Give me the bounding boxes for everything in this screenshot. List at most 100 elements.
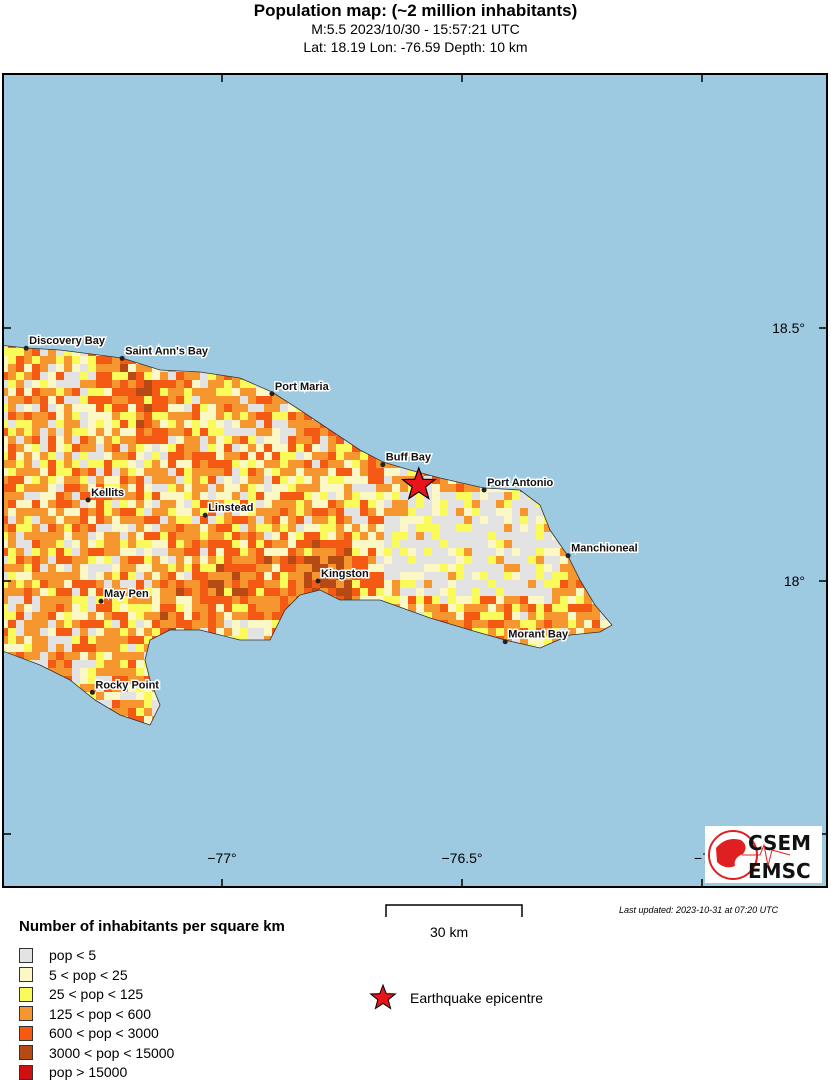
population-cell [112, 708, 120, 716]
population-cell [208, 612, 216, 620]
population-cell [480, 572, 488, 580]
population-cell [576, 620, 584, 628]
population-cell [120, 588, 128, 596]
city-marker [85, 497, 91, 503]
population-cell [528, 524, 536, 532]
population-cell [96, 460, 104, 468]
population-cell [152, 380, 160, 388]
population-cell [256, 564, 264, 572]
lon-tick-label: −77° [207, 850, 236, 866]
population-cell [128, 436, 136, 444]
population-cell [216, 524, 224, 532]
population-cell [528, 612, 536, 620]
population-cell [56, 628, 64, 636]
population-cell [144, 684, 152, 692]
population-cell [504, 524, 512, 532]
population-cell [200, 436, 208, 444]
population-cell [112, 596, 120, 604]
population-cell [104, 492, 112, 500]
population-cell [8, 484, 16, 492]
population-cell [232, 452, 240, 460]
population-cell [32, 564, 40, 572]
population-cell [552, 612, 560, 620]
population-cell [80, 572, 88, 580]
population-cell [208, 572, 216, 580]
population-cell [472, 572, 480, 580]
population-cell [328, 540, 336, 548]
population-cell [520, 492, 528, 500]
population-cell [232, 548, 240, 556]
population-cell [432, 524, 440, 532]
epicentre-legend-label: Earthquake epicentre [410, 990, 544, 1006]
population-cell [280, 452, 288, 460]
population-cell [512, 500, 520, 508]
population-cell [400, 572, 408, 580]
population-cell [208, 628, 216, 636]
population-cell [256, 604, 264, 612]
population-cell [88, 660, 96, 668]
population-cell [96, 492, 104, 500]
population-cell [184, 396, 192, 404]
population-cell [128, 676, 136, 684]
population-cell [464, 492, 472, 500]
population-cell [104, 404, 112, 412]
population-cell [72, 476, 80, 484]
population-cell [568, 620, 576, 628]
population-cell [352, 580, 360, 588]
population-cell [48, 612, 56, 620]
population-cell [232, 532, 240, 540]
population-cell [80, 684, 88, 692]
population-cell [456, 524, 464, 532]
population-cell [96, 572, 104, 580]
population-cell [24, 452, 32, 460]
population-cell [584, 612, 592, 620]
population-cell [392, 556, 400, 564]
population-cell [248, 452, 256, 460]
population-cell [176, 556, 184, 564]
population-cell [264, 580, 272, 588]
population-cell [64, 652, 72, 660]
population-cell [512, 556, 520, 564]
population-cell [264, 620, 272, 628]
population-cell [120, 372, 128, 380]
population-cell [72, 420, 80, 428]
population-cell [496, 556, 504, 564]
population-cell [88, 556, 96, 564]
population-cell [56, 444, 64, 452]
population-cell [488, 548, 496, 556]
population-cell [472, 580, 480, 588]
population-cell [400, 588, 408, 596]
population-cell [296, 428, 304, 436]
event-info: M:5.5 2023/10/30 - 15:57:21 UTC [311, 21, 520, 37]
population-cell [120, 388, 128, 396]
population-cell [144, 676, 152, 684]
population-cell [312, 556, 320, 564]
population-cell [128, 548, 136, 556]
population-cell [8, 500, 16, 508]
population-cell [8, 516, 16, 524]
population-cell [88, 604, 96, 612]
population-cell [144, 572, 152, 580]
population-cell [24, 652, 32, 660]
population-cell [136, 612, 144, 620]
population-cell [128, 532, 136, 540]
population-cell [24, 564, 32, 572]
population-cell [256, 532, 264, 540]
population-cell [144, 372, 152, 380]
population-cell [56, 364, 64, 372]
population-cell [16, 404, 24, 412]
population-cell [328, 588, 336, 596]
population-cell [3, 460, 8, 468]
population-cell [40, 588, 48, 596]
population-cell [192, 604, 200, 612]
population-cell [328, 508, 336, 516]
population-cell [264, 564, 272, 572]
population-cell [176, 564, 184, 572]
population-cell [176, 500, 184, 508]
population-cell [256, 436, 264, 444]
population-cell [216, 484, 224, 492]
population-cell [288, 540, 296, 548]
population-cell [136, 676, 144, 684]
population-cell [456, 532, 464, 540]
population-cell [56, 452, 64, 460]
